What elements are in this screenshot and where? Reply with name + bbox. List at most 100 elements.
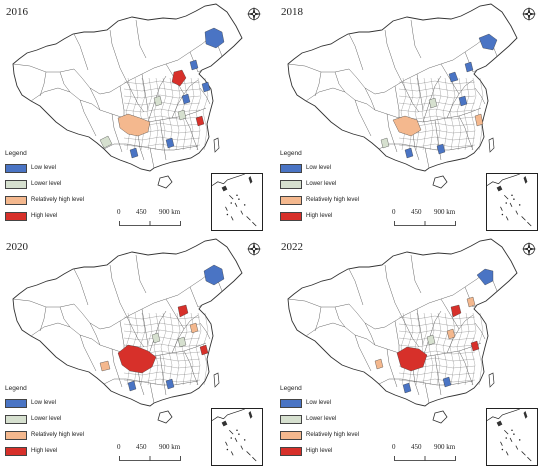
south-china-sea-inset [211, 173, 263, 231]
region-high-level [195, 115, 205, 127]
legend-title: Legend [280, 150, 302, 157]
scale-label-450: 450 [136, 208, 147, 216]
region-lower-level [380, 137, 390, 149]
legend-swatch-high-level [280, 211, 302, 221]
scale-bar-line [394, 456, 456, 461]
south-china-sea-inset [486, 173, 538, 231]
scale-label-900: 900 km [159, 443, 181, 451]
legend-item-high-level: High level [5, 443, 105, 459]
taiwan-island [488, 372, 495, 388]
scale-label-900: 900 km [159, 208, 181, 216]
legend-item-relatively-high-level: Relatively high level [280, 192, 380, 208]
legend-label: Low level [31, 165, 57, 171]
legend-label: Relatively high level [306, 432, 360, 438]
china-map [12, 3, 243, 189]
north-arrow-icon [521, 6, 537, 22]
region-low-level [127, 380, 137, 392]
region-relatively-high-level [466, 296, 476, 308]
level-regions [380, 33, 498, 159]
legend-swatch-lower-level [5, 179, 27, 189]
region-high-level [117, 344, 157, 374]
legend-item-relatively-high-level: Relatively high level [5, 192, 105, 208]
legend-swatch-lower-level [5, 414, 27, 424]
region-high-level [199, 344, 209, 356]
scale-label-0: 0 [117, 443, 121, 451]
hainan-island [432, 175, 448, 189]
scale-label-900: 900 km [434, 443, 456, 451]
map-panel-2018: 2018 Legend Low level Lower level Relati… [275, 0, 550, 235]
legend-title: Legend [280, 385, 302, 392]
legend: Legend Low level Lower level Relatively … [280, 150, 380, 224]
region-lower-level [99, 135, 113, 149]
region-high-level [470, 340, 480, 352]
legend-swatch-high-level [5, 446, 27, 456]
region-relatively-high-level [474, 113, 484, 127]
region-relatively-high-level [189, 322, 199, 334]
province-boundaries [12, 19, 223, 169]
legend-item-relatively-high-level: Relatively high level [280, 427, 380, 443]
china-map [287, 238, 518, 424]
north-arrow-icon [246, 241, 262, 257]
scale-label-900: 900 km [434, 208, 456, 216]
region-low-level [204, 27, 225, 49]
legend-swatch-high-level [280, 446, 302, 456]
legend-label: Lower level [31, 181, 62, 187]
region-low-level [165, 137, 175, 149]
legend-label: Low level [306, 400, 332, 406]
region-lower-level [426, 334, 436, 346]
region-lower-level [177, 109, 187, 121]
region-relatively-high-level [392, 115, 422, 137]
legend-label: High level [31, 448, 58, 454]
taiwan-island [488, 137, 495, 153]
region-low-level [181, 93, 191, 105]
region-high-level [171, 69, 187, 87]
year-label: 2018 [281, 6, 303, 18]
region-low-level [478, 33, 498, 51]
region-low-level [458, 95, 468, 107]
region-lower-level [177, 336, 187, 348]
region-low-level [201, 81, 211, 93]
hainan-island [157, 175, 173, 189]
china-map [12, 238, 243, 424]
year-label: 2020 [6, 241, 28, 253]
china-outline [287, 238, 518, 407]
legend-label: High level [306, 448, 333, 454]
region-lower-level [153, 95, 163, 107]
region-low-level [203, 264, 225, 286]
legend-item-high-level: High level [280, 443, 380, 459]
region-low-level [165, 378, 175, 390]
legend-item-lower-level: Lower level [5, 411, 105, 427]
scale-bar-line [394, 221, 456, 226]
legend-swatch-high-level [5, 211, 27, 221]
scale-label-450: 450 [411, 443, 422, 451]
region-low-level [129, 147, 139, 159]
hainan-island [157, 410, 173, 424]
region-relatively-high-level [446, 328, 456, 340]
scale-label-0: 0 [117, 208, 121, 216]
scale-label-0: 0 [392, 443, 396, 451]
legend-label: Lower level [31, 416, 62, 422]
legend-swatch-low-level [5, 398, 27, 408]
taiwan-island [213, 372, 220, 388]
legend: Legend Low level Lower level Relatively … [5, 385, 105, 459]
scale-bar: 0 450 900 km [114, 208, 190, 232]
level-regions [99, 27, 225, 159]
legend-item-low-level: Low level [280, 395, 380, 411]
legend-swatch-relatively-high-level [5, 430, 27, 440]
scale-label-0: 0 [392, 208, 396, 216]
north-arrow-icon [246, 6, 262, 22]
legend-swatch-lower-level [280, 179, 302, 189]
legend-label: Relatively high level [31, 432, 85, 438]
scale-bar-line [119, 456, 181, 461]
legend-item-low-level: Low level [5, 160, 105, 176]
region-low-level [436, 143, 446, 155]
china-outline [12, 238, 243, 407]
region-relatively-high-level [99, 360, 111, 372]
legend-swatch-low-level [280, 398, 302, 408]
map-panel-2022: 2022 Legend Low level Lower level Relati… [275, 235, 550, 470]
level-regions [374, 268, 494, 394]
region-high-level [450, 304, 462, 318]
level-regions [99, 264, 225, 392]
taiwan-island [213, 137, 220, 153]
year-label: 2022 [281, 241, 303, 253]
